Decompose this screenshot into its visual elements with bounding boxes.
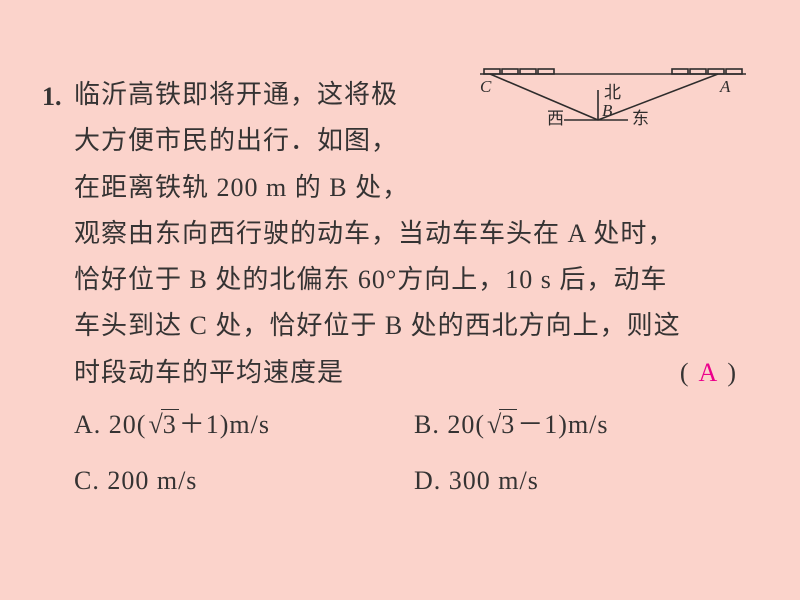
svg-text:西: 西 [547, 109, 564, 128]
svg-text:A: A [719, 77, 731, 96]
option-a: A. 20( 3＋1)m/s [74, 402, 406, 448]
q-line-7: 时段动车的平均速度是 [74, 358, 344, 387]
svg-text:北: 北 [604, 83, 621, 102]
svg-text:东: 东 [632, 109, 649, 128]
opt-b-prefix: B. 20( [414, 410, 485, 439]
opt-b-suffix: －1)m/s [517, 410, 608, 439]
options: A. 20(3＋1)m/s B. 20(3－1)m/s C. 200 m/s D… [74, 402, 746, 505]
option-c: C. 200 m/s [74, 458, 406, 504]
question-number: 1. [42, 74, 62, 120]
opt-a-prefix: A. 20( [74, 410, 146, 439]
svg-text:B: B [602, 101, 613, 120]
q-line-4: 观察由东向西行驶的动车，当动车车头在 A 处时， [74, 219, 674, 248]
answer: A [699, 358, 728, 387]
opt-a-rad: 3 [161, 409, 179, 439]
sqrt-icon: 3 [146, 402, 178, 448]
q-line-2: 大方便市民的出行．如图， [74, 126, 398, 155]
opt-b-rad: 3 [499, 409, 517, 439]
answer-blank: (A) [680, 350, 746, 396]
option-d: D. 300 m/s [414, 458, 746, 504]
q-line-3: 在距离铁轨 200 m 的 B 处， [74, 173, 409, 202]
q-line-6: 车头到达 C 处，恰好位于 B 处的西北方向上，则这 [74, 311, 681, 340]
opt-a-suffix: ＋1)m/s [179, 410, 270, 439]
paren-left: ( [680, 358, 699, 387]
q-line-1: 临沂高铁即将开通，这将极 [74, 80, 398, 109]
paren-right: ) [727, 358, 746, 387]
sqrt-icon: 3 [485, 402, 517, 448]
svg-text:C: C [480, 77, 492, 96]
option-b: B. 20( 3－1)m/s [414, 402, 746, 448]
diagram: C A B北西 东 [478, 68, 746, 146]
q-line-5: 恰好位于 B 处的北偏东 60°方向上，10 s 后，动车 [74, 265, 667, 294]
